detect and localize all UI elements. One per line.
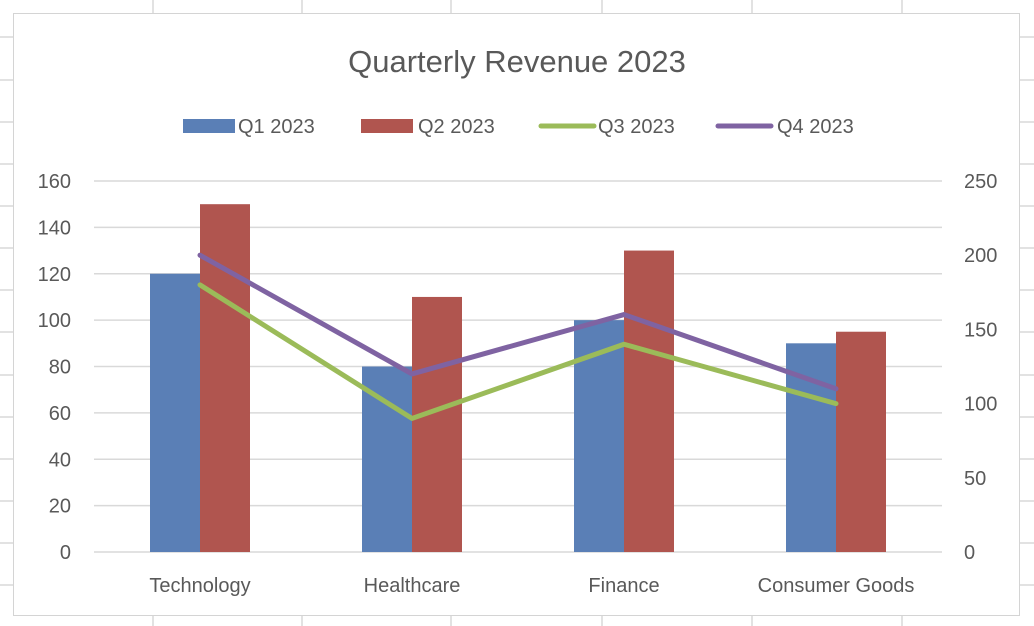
category-label: Finance bbox=[588, 575, 659, 597]
legend-item-q3-2023[interactable]: Q3 2023 bbox=[538, 116, 675, 138]
left-axis-tick-label: 80 bbox=[49, 357, 71, 379]
category-label: Healthcare bbox=[364, 575, 461, 597]
legend-swatch-bar bbox=[183, 119, 235, 133]
chart-title: Quarterly Revenue 2023 bbox=[348, 44, 686, 79]
bar-q1-2023-technology[interactable] bbox=[150, 273, 200, 552]
combo-chart: 0 20 40 60 80 100 120 140 160 0 50 100 150 200 250 Te… bbox=[38, 44, 998, 597]
right-axis-ticks: 0 50 100 150 200 250 bbox=[964, 171, 997, 564]
legend-label: Q1 2023 bbox=[238, 116, 315, 138]
bars bbox=[150, 204, 886, 552]
right-axis-tick-label: 250 bbox=[964, 171, 997, 193]
legend-item-q2-2023[interactable]: Q2 2023 bbox=[361, 116, 495, 138]
left-axis-tick-label: 60 bbox=[49, 403, 71, 425]
left-axis-tick-label: 120 bbox=[38, 264, 71, 286]
right-axis-tick-label: 100 bbox=[964, 394, 997, 416]
bar-q2-2023-healthcare[interactable] bbox=[412, 296, 462, 552]
line-q3-2023[interactable] bbox=[197, 282, 839, 421]
chart-area[interactable]: 0 20 40 60 80 100 120 140 160 0 50 100 150 200 250 Te… bbox=[13, 13, 1020, 616]
left-axis-tick-label: 160 bbox=[38, 171, 71, 193]
bar-q2-2023-finance[interactable] bbox=[624, 250, 674, 552]
legend-label: Q2 2023 bbox=[418, 116, 495, 138]
right-axis-tick-label: 150 bbox=[964, 319, 997, 341]
legend-label: Q4 2023 bbox=[777, 116, 854, 138]
legend-swatch-bar bbox=[361, 119, 413, 133]
left-axis-tick-label: 20 bbox=[49, 496, 71, 518]
legend: Q1 2023 Q2 2023 Q3 2023 Q4 2023 bbox=[183, 116, 854, 138]
lines bbox=[197, 252, 839, 421]
legend-item-q1-2023[interactable]: Q1 2023 bbox=[183, 116, 315, 138]
bar-q2-2023-consumer-goods[interactable] bbox=[836, 331, 886, 552]
right-axis-tick-label: 200 bbox=[964, 245, 997, 267]
right-axis-tick-label: 50 bbox=[964, 468, 986, 490]
category-labels: Technology Healthcare Finance Consumer Good… bbox=[149, 575, 914, 597]
bar-q2-2023-technology[interactable] bbox=[200, 204, 250, 552]
bar-q1-2023-healthcare[interactable] bbox=[362, 366, 412, 553]
left-axis-tick-label: 140 bbox=[38, 217, 71, 239]
line-q4-2023[interactable] bbox=[197, 252, 839, 392]
left-axis-tick-label: 40 bbox=[49, 449, 71, 471]
legend-label: Q3 2023 bbox=[598, 116, 675, 138]
left-axis-tick-label: 100 bbox=[38, 310, 71, 332]
category-label: Technology bbox=[149, 575, 250, 597]
left-axis-ticks: 0 20 40 60 80 100 120 140 160 bbox=[38, 171, 71, 564]
left-axis-tick-label: 0 bbox=[60, 542, 71, 564]
legend-item-q4-2023[interactable]: Q4 2023 bbox=[715, 116, 854, 138]
right-axis-tick-label: 0 bbox=[964, 542, 975, 564]
category-label: Consumer Goods bbox=[758, 575, 915, 597]
